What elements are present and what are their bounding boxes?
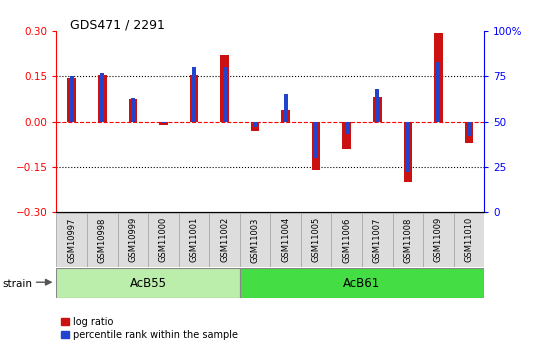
Bar <box>406 122 410 172</box>
Text: strain: strain <box>3 279 33 288</box>
Bar <box>129 99 137 122</box>
Bar <box>343 122 351 149</box>
Bar <box>100 73 104 122</box>
Bar <box>434 32 443 122</box>
Text: GSM11001: GSM11001 <box>189 217 199 263</box>
Text: GSM11000: GSM11000 <box>159 217 168 263</box>
Bar <box>67 78 76 122</box>
FancyBboxPatch shape <box>179 213 209 267</box>
Bar <box>190 75 198 122</box>
Bar <box>314 122 318 158</box>
Bar <box>465 122 473 143</box>
Bar <box>376 89 379 122</box>
FancyBboxPatch shape <box>331 213 362 267</box>
FancyBboxPatch shape <box>209 213 240 267</box>
FancyBboxPatch shape <box>148 213 179 267</box>
Text: AcB55: AcB55 <box>130 277 167 290</box>
FancyBboxPatch shape <box>240 213 270 267</box>
FancyBboxPatch shape <box>362 213 393 267</box>
Text: GSM11005: GSM11005 <box>312 217 321 263</box>
Bar <box>161 122 165 124</box>
Text: GSM11010: GSM11010 <box>464 217 473 263</box>
Bar <box>131 98 135 122</box>
FancyBboxPatch shape <box>423 213 454 267</box>
FancyBboxPatch shape <box>240 268 484 298</box>
Bar <box>251 122 259 131</box>
Text: GSM11002: GSM11002 <box>220 217 229 263</box>
Text: GDS471 / 2291: GDS471 / 2291 <box>70 19 165 32</box>
Text: GSM11006: GSM11006 <box>342 217 351 263</box>
FancyBboxPatch shape <box>454 213 484 267</box>
Bar <box>159 122 168 125</box>
FancyBboxPatch shape <box>301 213 331 267</box>
Text: GSM11004: GSM11004 <box>281 217 290 263</box>
Bar <box>70 76 74 122</box>
FancyBboxPatch shape <box>87 213 118 267</box>
Text: GSM11007: GSM11007 <box>373 217 382 263</box>
FancyBboxPatch shape <box>270 213 301 267</box>
Bar <box>373 97 381 122</box>
Bar <box>192 67 196 122</box>
Bar <box>312 122 321 170</box>
Bar <box>345 122 349 134</box>
Text: GSM11008: GSM11008 <box>404 217 412 263</box>
Bar <box>281 110 290 122</box>
Bar <box>467 122 471 136</box>
FancyBboxPatch shape <box>393 213 423 267</box>
Bar <box>223 67 226 122</box>
Text: GSM10999: GSM10999 <box>129 217 137 263</box>
Bar <box>220 55 229 122</box>
FancyBboxPatch shape <box>56 213 87 267</box>
Text: AcB61: AcB61 <box>343 277 380 290</box>
FancyBboxPatch shape <box>118 213 148 267</box>
Text: GSM11009: GSM11009 <box>434 217 443 263</box>
Text: GSM10997: GSM10997 <box>67 217 76 263</box>
Bar <box>284 95 288 122</box>
Bar <box>404 122 412 182</box>
Legend: log ratio, percentile rank within the sample: log ratio, percentile rank within the sa… <box>61 317 238 340</box>
Bar <box>436 62 441 122</box>
Text: GSM11003: GSM11003 <box>251 217 259 263</box>
FancyBboxPatch shape <box>56 268 240 298</box>
Text: GSM10998: GSM10998 <box>98 217 107 263</box>
Bar <box>98 75 107 122</box>
Bar <box>253 122 257 127</box>
